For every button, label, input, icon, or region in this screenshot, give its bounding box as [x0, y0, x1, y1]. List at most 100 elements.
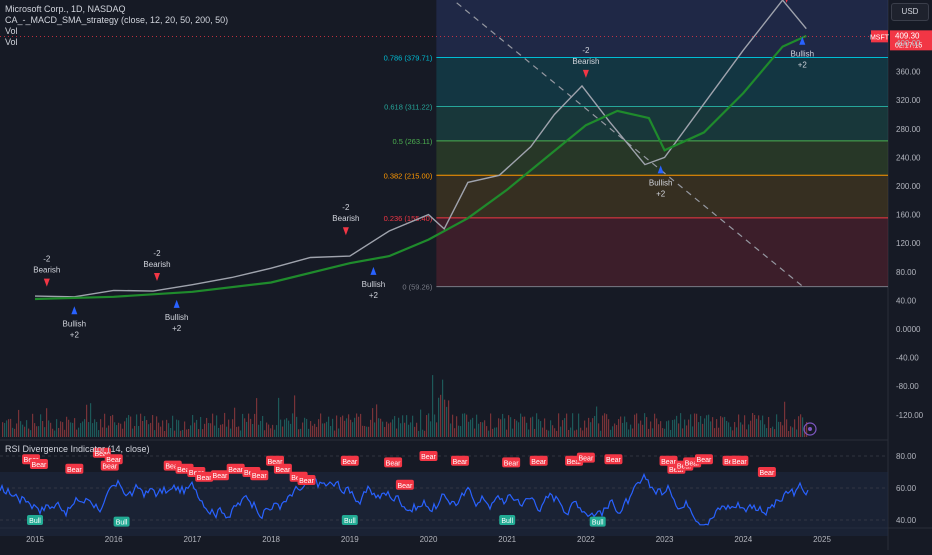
- volume-bar: [788, 431, 789, 437]
- volume-bar: [426, 415, 427, 437]
- volume-bar: [272, 425, 273, 437]
- symbol-title[interactable]: Microsoft Corp., 1D, NASDAQ: [5, 4, 228, 15]
- volume-bar: [312, 426, 313, 437]
- volume-bar: [316, 427, 317, 437]
- volume-bar: [76, 430, 77, 437]
- price-axis-tick: -80.00: [896, 382, 919, 391]
- volume-bar: [766, 428, 767, 437]
- fib-level-label: 0.5 (263.11): [392, 137, 432, 146]
- currency-button[interactable]: USD: [891, 3, 929, 21]
- volume-bar: [306, 419, 307, 437]
- volume-bar: [764, 424, 765, 437]
- volume-label-1[interactable]: Vol: [5, 26, 228, 37]
- volume-bar: [420, 410, 421, 437]
- volume-bar: [198, 429, 199, 437]
- volume-bar: [470, 420, 471, 437]
- volume-bar: [110, 416, 111, 437]
- volume-bar: [358, 417, 359, 437]
- strategy-title[interactable]: CA_-_MACD_SMA_strategy (close, 12, 20, 5…: [5, 15, 228, 26]
- volume-bar: [602, 416, 603, 437]
- rsi-bear-text: Bear: [67, 467, 82, 474]
- volume-bar: [130, 417, 131, 437]
- volume-bar: [268, 425, 269, 437]
- bearish-arrow-icon: [343, 227, 349, 235]
- volume-bar: [780, 422, 781, 437]
- volume-bar: [26, 420, 27, 437]
- volume-bar: [36, 426, 37, 437]
- volume-bar: [710, 421, 711, 437]
- volume-label-2[interactable]: Vol: [5, 37, 228, 48]
- volume-bar: [274, 430, 275, 437]
- volume-bar: [790, 426, 791, 437]
- volume-bar: [412, 416, 413, 437]
- volume-bar: [382, 422, 383, 437]
- volume-bar: [402, 415, 403, 437]
- volume-bar: [430, 421, 431, 437]
- volume-bar: [334, 431, 335, 437]
- volume-bar: [12, 428, 13, 437]
- volume-bar: [734, 422, 735, 437]
- bearish-label: Bearish: [572, 57, 599, 66]
- bearish-count: -2: [153, 249, 161, 258]
- volume-bar: [676, 416, 677, 437]
- volume-bar: [530, 418, 531, 437]
- volume-bar: [452, 415, 453, 437]
- volume-bar: [224, 413, 225, 437]
- volume-bar: [176, 420, 177, 437]
- volume-bar: [354, 418, 355, 437]
- bearish-arrow-icon: [44, 279, 50, 287]
- volume-bar: [332, 419, 333, 437]
- volume-bar: [214, 426, 215, 437]
- volume-bar: [396, 429, 397, 437]
- time-axis-tick: 2019: [341, 535, 359, 544]
- volume-bar: [680, 413, 681, 437]
- volume-bar: [546, 430, 547, 437]
- volume-bar: [506, 430, 507, 437]
- volume-bar: [664, 429, 665, 437]
- fib-zone: [436, 218, 888, 287]
- fib-zone: [436, 106, 888, 140]
- volume-bar: [502, 414, 503, 437]
- volume-bar: [86, 405, 87, 437]
- rsi-panel-title[interactable]: RSI Divergence Indicator (14, close): [5, 444, 150, 454]
- volume-bar: [58, 428, 59, 437]
- volume-bar: [612, 426, 613, 437]
- rsi-bear-text: Bear: [760, 470, 775, 477]
- volume-bar: [196, 420, 197, 437]
- price-axis-tick: 0.0000: [896, 325, 921, 334]
- volume-bar: [500, 419, 501, 437]
- volume-bar: [778, 422, 779, 437]
- volume-bar: [370, 420, 371, 437]
- rsi-bear-text: Bear: [421, 454, 436, 461]
- volume-bar: [138, 426, 139, 437]
- volume-bar: [770, 428, 771, 437]
- volume-bar: [540, 421, 541, 437]
- volume-bar: [266, 423, 267, 437]
- volume-bar: [480, 422, 481, 437]
- volume-bar: [442, 380, 443, 437]
- volume-bar: [570, 428, 571, 437]
- volume-bar: [362, 426, 363, 437]
- bullish-label: Bullish: [63, 319, 87, 328]
- volume-bar: [636, 413, 637, 437]
- bullish-arrow-icon: [370, 267, 376, 275]
- volume-bar: [518, 422, 519, 437]
- volume-bar: [478, 424, 479, 437]
- volume-bar: [392, 419, 393, 437]
- volume-bar: [682, 428, 683, 437]
- volume-bar: [84, 419, 85, 437]
- volume-bar: [168, 423, 169, 437]
- volume-bar: [544, 418, 545, 437]
- volume-bar: [784, 402, 785, 437]
- volume-bar: [342, 416, 343, 437]
- volume-bar: [646, 417, 647, 437]
- volume-bar: [410, 422, 411, 437]
- volume-bar: [152, 415, 153, 437]
- volume-bar: [472, 418, 473, 437]
- volume-bar: [724, 417, 725, 437]
- volume-bar: [496, 427, 497, 437]
- volume-bar: [614, 424, 615, 437]
- volume-bar: [326, 422, 327, 437]
